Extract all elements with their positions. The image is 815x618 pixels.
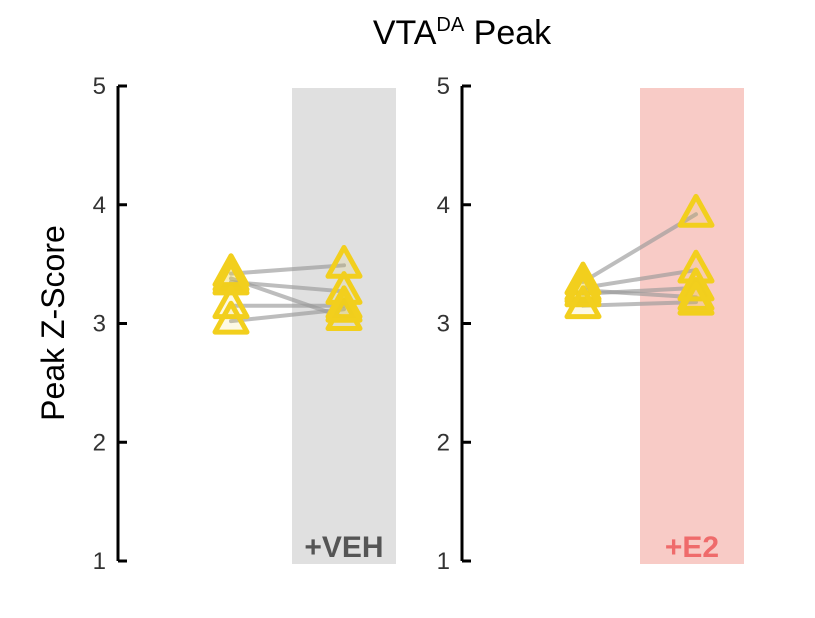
y-tick-label: 3 (93, 311, 106, 338)
chart-title: VTADA Peak (373, 14, 552, 52)
y-tick-label: 1 (437, 548, 450, 575)
y-axis-label: Peak Z-Score (35, 225, 71, 421)
y-tick-label: 2 (93, 429, 106, 456)
y-tick-label: 3 (437, 311, 450, 338)
data-point-after (677, 281, 715, 316)
band-label: +VEH (304, 531, 383, 564)
panel-veh: 1 2 3 4 5 +VEH (93, 73, 396, 575)
data-point-before (564, 285, 602, 320)
chart-title-superscript: DA (436, 14, 464, 36)
y-tick-label: 1 (93, 548, 106, 575)
connector-line (581, 300, 698, 308)
y-tick-label: 5 (93, 73, 106, 100)
connector-line (581, 268, 698, 290)
data-point-before (212, 300, 250, 335)
connector-line (229, 307, 346, 324)
connector-line (229, 279, 346, 294)
band-label: +E2 (665, 531, 719, 564)
data-point-after (325, 288, 363, 323)
chart-title-main: VTA (373, 14, 437, 52)
condition-band (640, 88, 744, 564)
connector-line (581, 285, 698, 296)
y-tick-label: 4 (437, 192, 450, 219)
condition-band (292, 88, 396, 564)
panel-e2: 1 2 3 4 5 +E2 (437, 73, 744, 575)
connector-line (581, 212, 698, 284)
y-tick-label: 2 (437, 429, 450, 456)
y-tick-label: 4 (93, 192, 106, 219)
data-point-after (677, 193, 715, 228)
connector-line (229, 263, 346, 276)
chart-title-suffix: Peak (464, 14, 552, 52)
y-tick-label: 5 (437, 73, 450, 100)
